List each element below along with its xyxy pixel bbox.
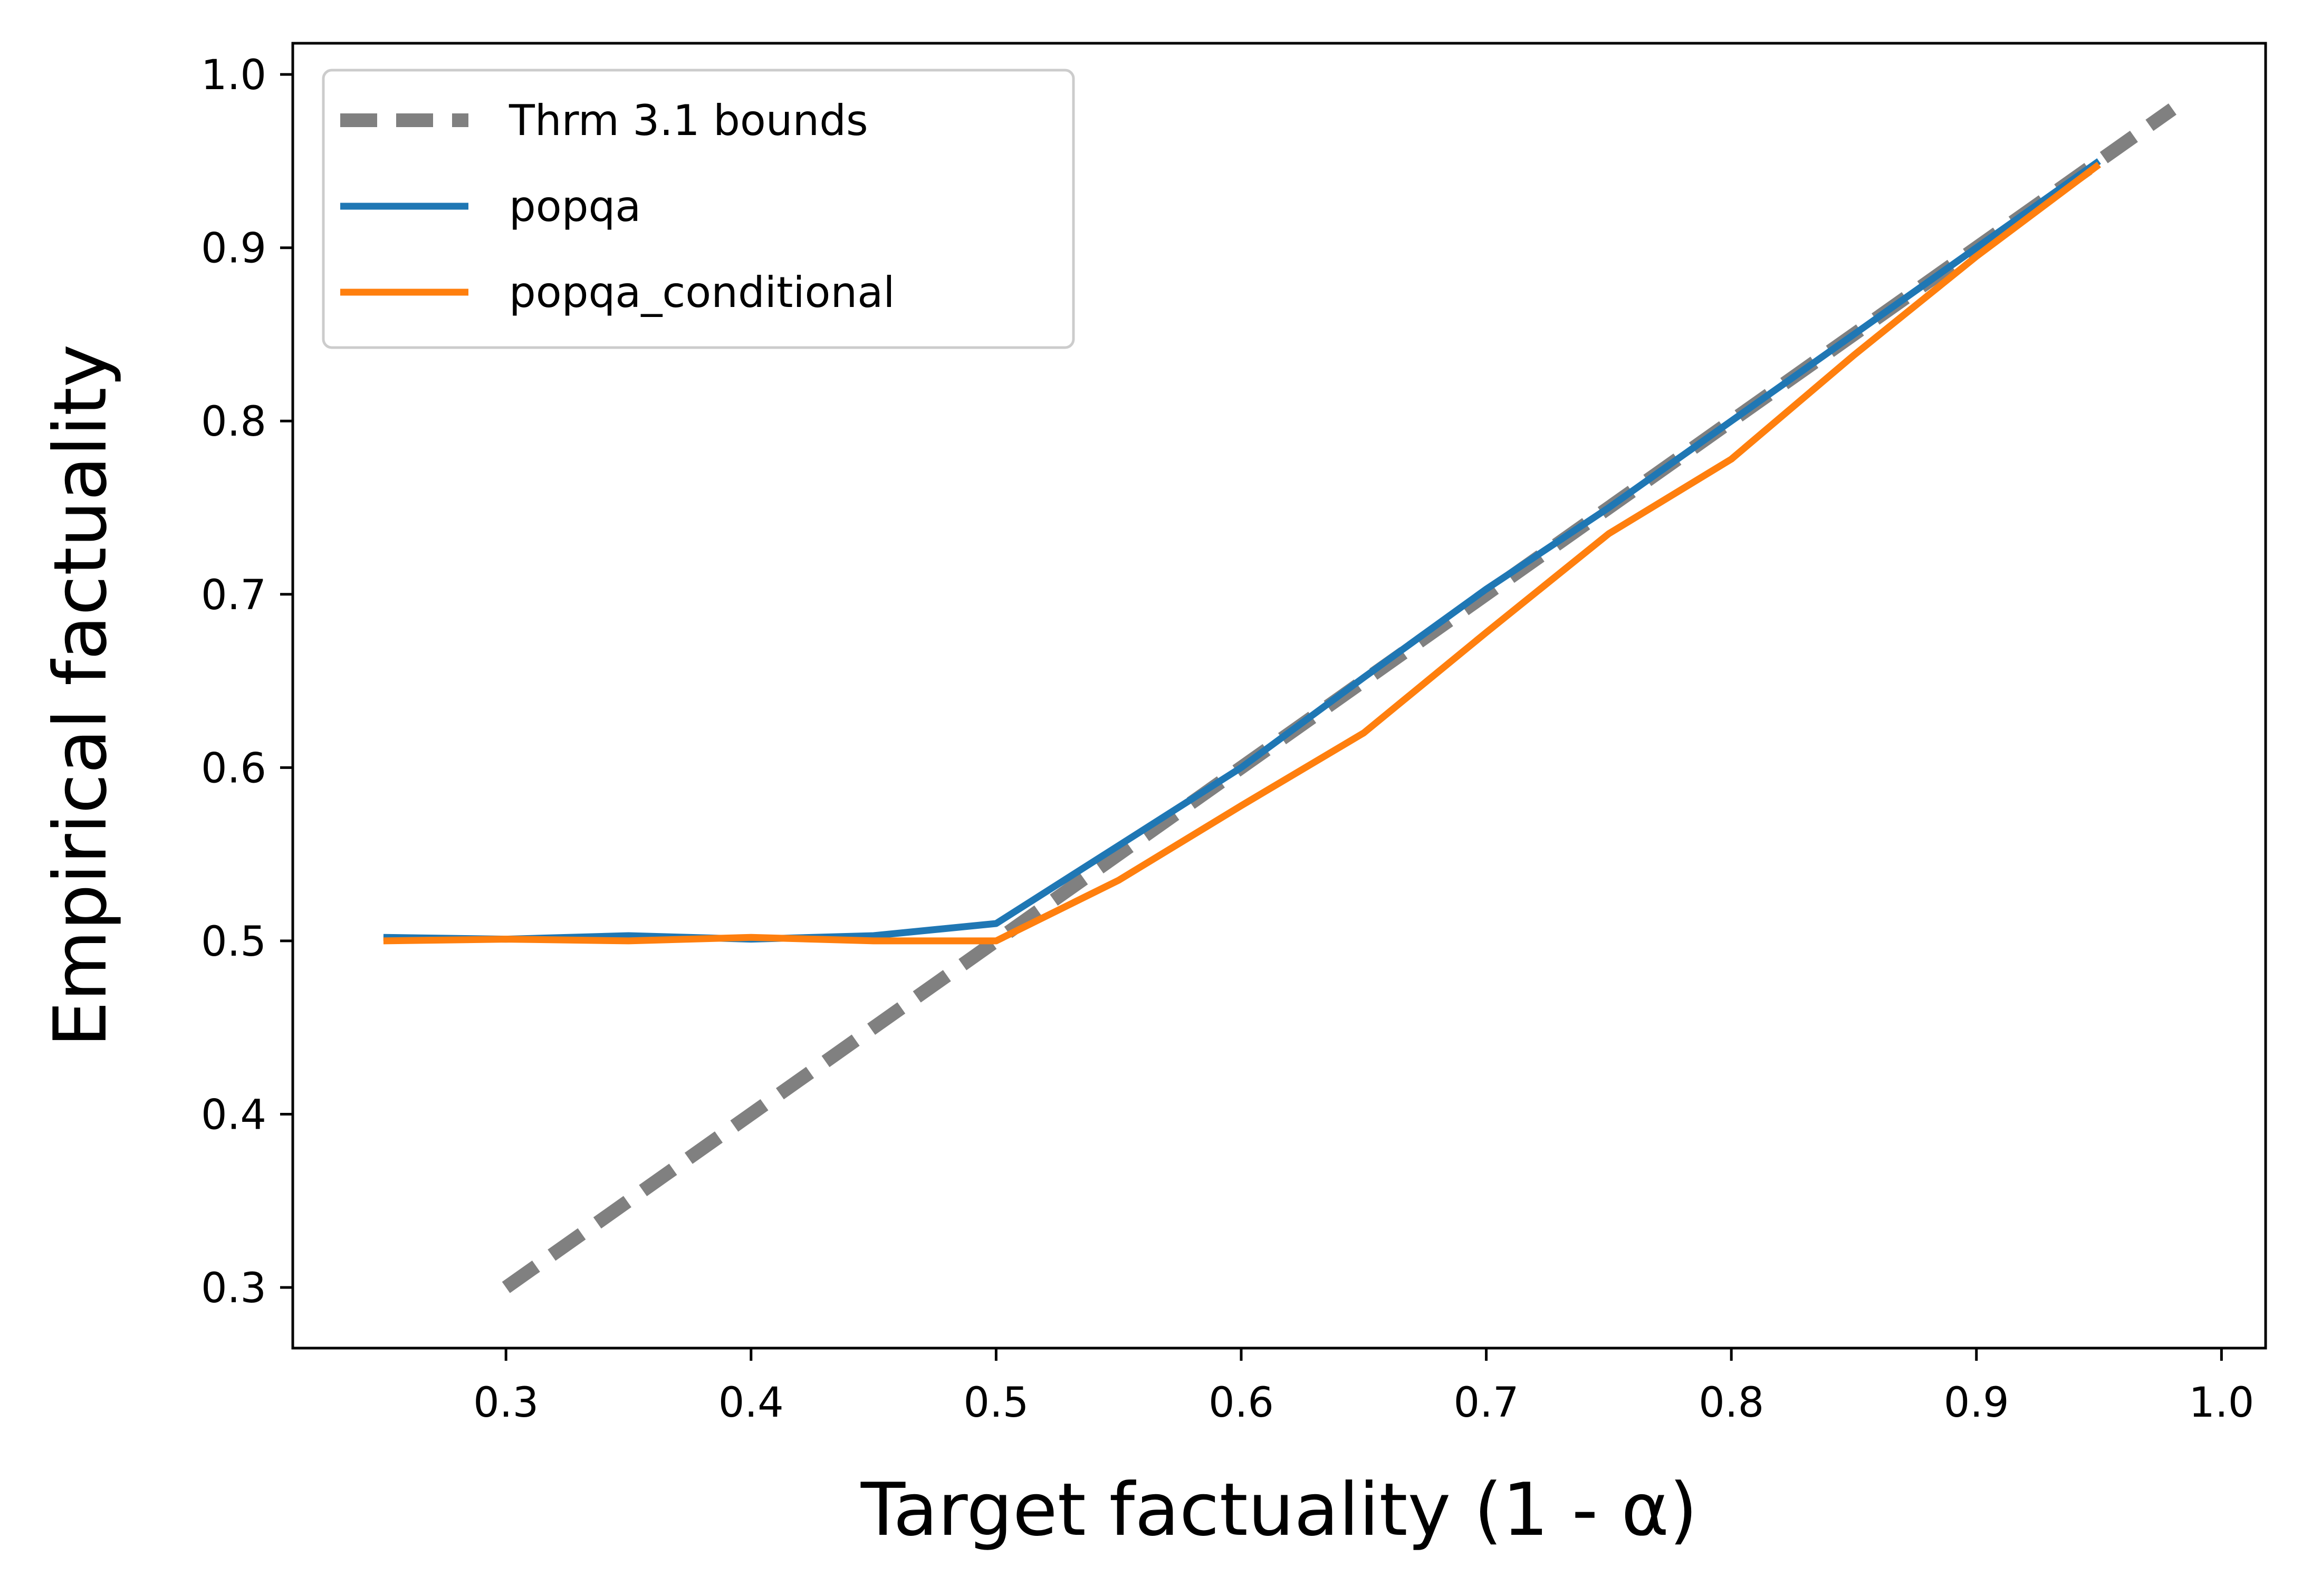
y-tick-label: 1.0: [201, 52, 266, 99]
series-line-2: [383, 161, 2101, 945]
y-axis: 0.3 0.4 0.5 0.6 0.7 0.8 0.9 1.0: [201, 52, 293, 1312]
legend-frame: [322, 69, 1075, 349]
x-tick-label: 0.8: [1699, 1379, 1764, 1427]
x-tick-label: 0.5: [963, 1379, 1029, 1427]
x-axis: 0.3 0.4 0.5 0.6 0.7 0.8 0.9 1.0: [473, 1348, 2254, 1427]
y-tick-label: 0.6: [201, 745, 266, 792]
legend: Thrm 3.1 bounds popqa popqa_conditional: [322, 69, 1075, 349]
x-tick-label: 0.6: [1208, 1379, 1274, 1427]
y-tick-label: 0.5: [201, 918, 266, 966]
legend-label-2: popqa_conditional: [509, 268, 895, 317]
legend-label-0: Thrm 3.1 bounds: [509, 96, 868, 145]
legend-label-1: popqa: [509, 182, 641, 231]
x-tick-label: 0.4: [718, 1379, 784, 1427]
y-tick-label: 0.4: [201, 1091, 266, 1139]
y-tick-label: 0.9: [201, 225, 266, 273]
y-axis-title: Empirical factuality: [38, 344, 123, 1047]
y-tick-label: 0.7: [201, 572, 266, 619]
plot-frame: [291, 42, 2267, 1350]
x-tick-label: 0.7: [1454, 1379, 1519, 1427]
y-tick-label: 0.3: [201, 1265, 266, 1312]
x-tick-label: 0.9: [1944, 1379, 2009, 1427]
y-tick-label: 0.8: [201, 398, 266, 446]
series-layer: [383, 103, 2177, 1293]
x-tick-label: 0.3: [473, 1379, 539, 1427]
x-axis-title: Target factuality (1 - α): [860, 1467, 1697, 1552]
x-tick-label: 1.0: [2189, 1379, 2254, 1427]
